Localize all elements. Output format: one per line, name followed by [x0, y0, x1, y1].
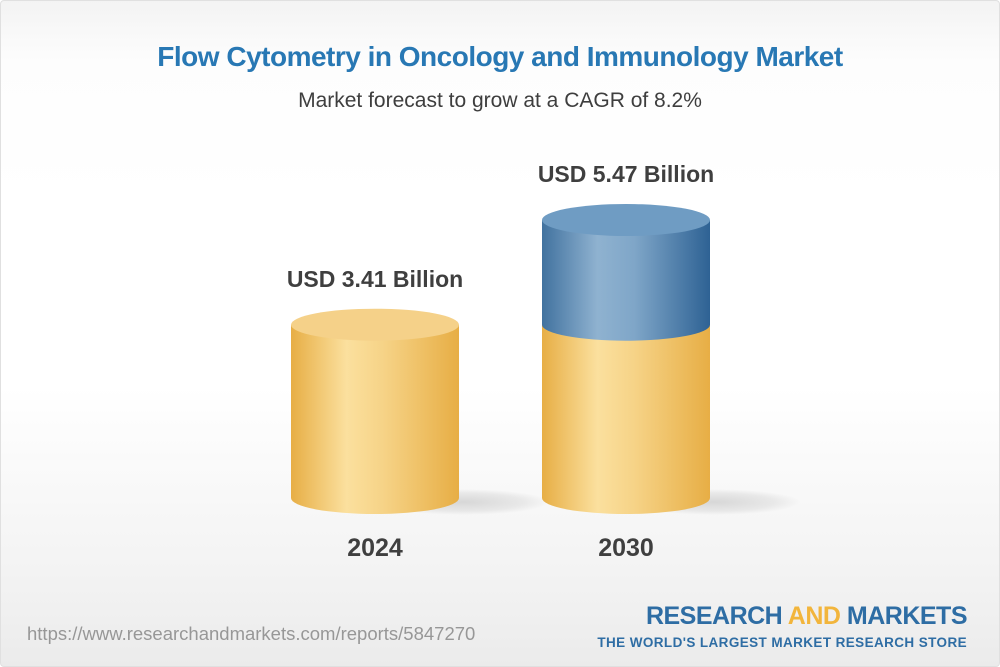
cylinder-segment-gold-2024 [291, 324, 459, 514]
logo-tagline: THE WORLD'S LARGEST MARKET RESEARCH STOR… [597, 635, 967, 650]
page-subtitle: Market forecast to grow at a CAGR of 8.2… [298, 89, 702, 112]
logo-wordmark: RESEARCH AND MARKETS [597, 602, 968, 630]
logo-word-markets: MARKETS [846, 602, 968, 630]
logo-word-and: AND [787, 602, 841, 630]
value-label-2030: USD 5.47 Billion [537, 161, 715, 187]
category-label-2030: 2030 [598, 534, 654, 562]
chart-header: Flow Cytometry in Oncology and Immunolog… [1, 1, 999, 113]
page-title: Flow Cytometry in Oncology and Immunolog… [157, 41, 843, 72]
research-and-markets-logo: RESEARCH AND MARKETS THE WORLD'S LARGEST… [597, 604, 967, 650]
report-url[interactable]: https://www.researchandmarkets.com/repor… [27, 623, 476, 644]
cylinder-top-2030 [542, 204, 710, 236]
cylinder-segment-gold-2030 [542, 324, 710, 514]
value-label-2024: USD 3.41 Billion [286, 265, 464, 292]
cylinder-segment-blue-2030 [542, 220, 710, 341]
category-label-2024: 2024 [347, 534, 403, 562]
cylinder-top-2024 [291, 308, 459, 341]
logo-word-research: RESEARCH [645, 602, 783, 630]
